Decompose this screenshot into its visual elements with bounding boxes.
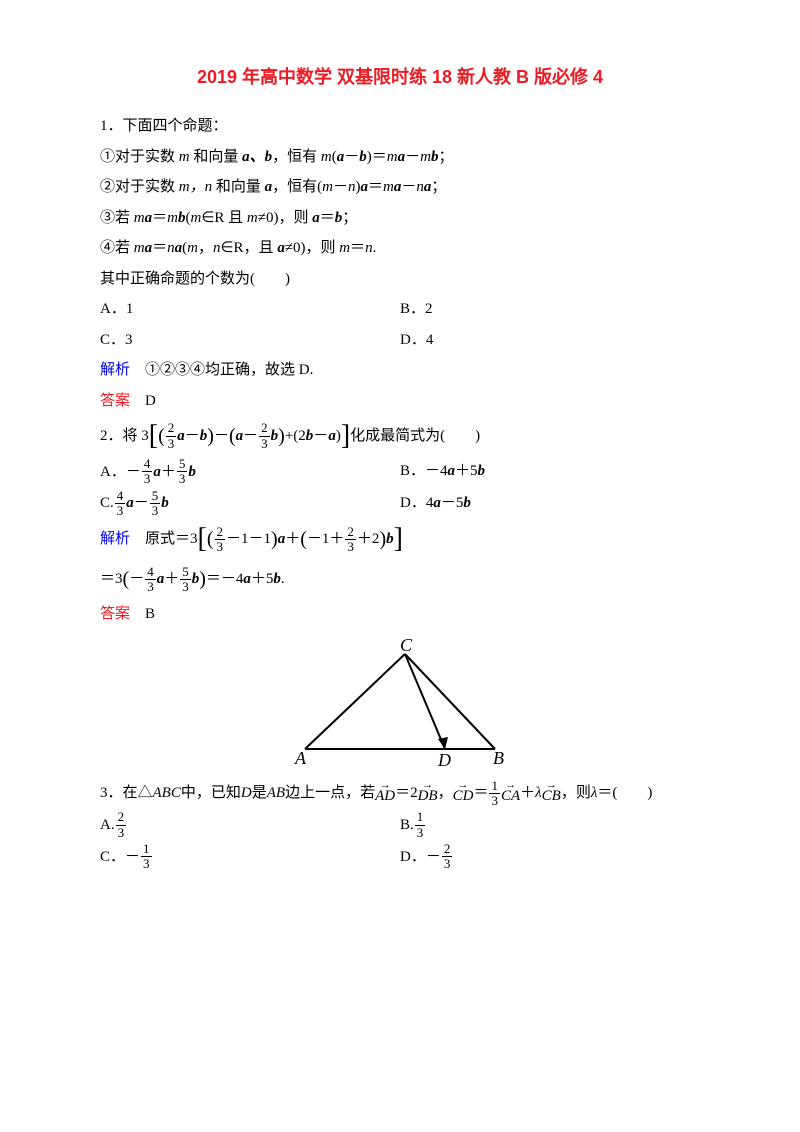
q3-optC: C．－13 — [100, 842, 400, 872]
q1-prop4: ④若 ma＝na(m，n∈R，且 a≠0)，则 m＝n. — [100, 234, 700, 263]
q3-options-row1: A.23 B.13 — [100, 810, 700, 840]
q1-optC: C．3 — [100, 326, 400, 355]
q2-options-row2: C.43a－53b D．4a－5b — [100, 489, 700, 519]
q2-analysis-1: 解析 原式＝3 [(23－1－1)a＋(－1＋23＋2)b] — [100, 520, 700, 558]
svg-text:A: A — [294, 748, 307, 768]
q3-optD: D．－23 — [400, 842, 700, 872]
q1-optA: A．1 — [100, 295, 400, 324]
q1-prop2: ②对于实数 m，n 和向量 a，恒有(m－n)a＝ma－na； — [100, 173, 700, 202]
triangle-figure: A B C D — [275, 639, 525, 769]
q1-optB: B．2 — [400, 295, 700, 324]
q2-answer: 答案 B — [100, 600, 700, 629]
q2-optB: B．－4a＋5b — [400, 457, 700, 487]
svg-text:D: D — [437, 750, 451, 769]
q3-stem: 3．在△ABC 中，已知 D 是 AB 边上一点，若 →AD＝2→DB， →CD… — [100, 779, 700, 809]
q2-optC: C.43a－53b — [100, 489, 400, 519]
q2-stem: 2．将 3 [(23a－b)－(a－23b)+(2b－a)] 化成最简式为( ) — [100, 417, 700, 455]
q1-options-row2: C．3 D．4 — [100, 326, 700, 355]
page-title: 2019 年高中数学 双基限时练 18 新人教 B 版必修 4 — [100, 60, 700, 94]
q1-options-row1: A．1 B．2 — [100, 295, 700, 324]
q1-analysis: 解析 ①②③④均正确，故选 D. — [100, 356, 700, 385]
q3-options-row2: C．－13 D．－23 — [100, 842, 700, 872]
q2-options-row1: A．－43a＋53b B．－4a＋5b — [100, 457, 700, 487]
q1-prop3: ③若 ma＝mb(m∈R 且 m≠0)，则 a＝b； — [100, 204, 700, 233]
q1-stem: 1．下面四个命题： — [100, 112, 700, 141]
q2-analysis-2: ＝3(－43a＋53b)＝－4a＋5b. — [100, 560, 700, 598]
q3-optB: B.13 — [400, 810, 700, 840]
q1-prop1: ①对于实数 m 和向量 a、b，恒有 m(a－b)＝ma－mb； — [100, 143, 700, 172]
svg-text:C: C — [400, 639, 413, 655]
q2-optD: D．4a－5b — [400, 489, 700, 519]
q1-count: 其中正确命题的个数为( ) — [100, 265, 700, 294]
q1-optD: D．4 — [400, 326, 700, 355]
q1-answer: 答案 D — [100, 387, 700, 416]
q3-optA: A.23 — [100, 810, 400, 840]
q2-optA: A．－43a＋53b — [100, 457, 400, 487]
svg-text:B: B — [493, 748, 504, 768]
